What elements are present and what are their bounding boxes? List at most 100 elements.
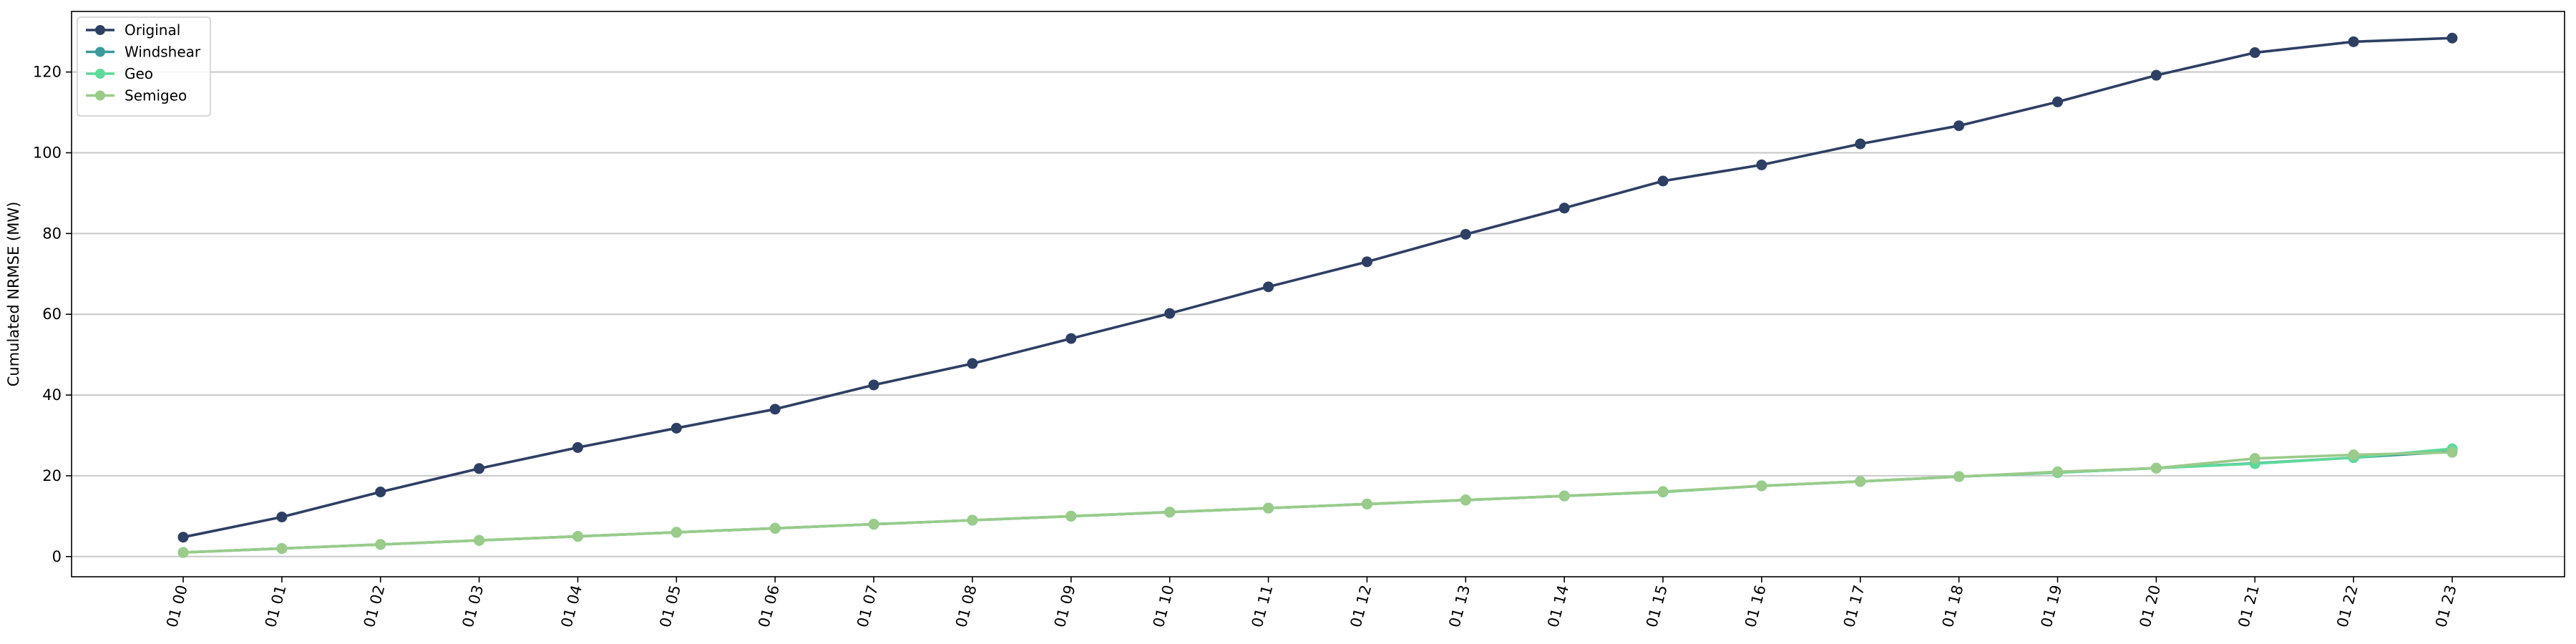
- legend-item: Geo: [86, 65, 153, 82]
- series-original: [177, 32, 2458, 543]
- data-point: [474, 463, 485, 474]
- x-tick-label: 01 20: [2136, 583, 2164, 629]
- y-axis-label: Cumulated NRMSE (MW): [5, 202, 22, 387]
- data-point: [2446, 447, 2458, 458]
- data-point: [572, 531, 583, 542]
- legend-label: Original: [125, 21, 180, 39]
- x-tick-label: 01 10: [1150, 583, 1178, 629]
- data-point: [1361, 498, 1372, 509]
- x-tick-label: 01 00: [163, 583, 191, 629]
- series-semigeo: [177, 447, 2458, 558]
- data-point: [1558, 203, 1570, 214]
- legend-marker: [95, 69, 105, 79]
- x-tick-label: 01 05: [656, 583, 684, 629]
- data-point: [1263, 281, 1274, 293]
- x-tick-label: 01 15: [1643, 583, 1671, 629]
- legend-item: Original: [86, 21, 180, 39]
- data-point: [1756, 159, 1767, 170]
- y-tick-label: 60: [42, 306, 62, 323]
- y-tick-label: 100: [33, 145, 62, 162]
- x-tick-label: 01 03: [459, 583, 487, 629]
- data-point: [1164, 507, 1176, 518]
- data-point: [177, 532, 189, 543]
- data-point: [1558, 490, 1570, 502]
- data-point: [769, 522, 781, 534]
- y-tick-label: 80: [42, 225, 62, 242]
- data-point: [1164, 308, 1176, 319]
- x-tick-label: 01 09: [1051, 583, 1079, 629]
- data-point: [1953, 471, 1965, 482]
- data-point: [2446, 32, 2458, 44]
- y-tick-label: 40: [42, 386, 62, 404]
- y-tick-label: 20: [42, 467, 62, 484]
- data-point: [1263, 502, 1274, 514]
- data-point: [572, 441, 583, 453]
- series-layer: [177, 32, 2458, 558]
- data-point: [868, 379, 879, 391]
- x-tick-label: 01 07: [854, 583, 882, 629]
- grid-lines: [72, 71, 2565, 557]
- y-tick-label: 120: [33, 64, 62, 81]
- data-point: [1361, 256, 1372, 268]
- legend-item: Semigeo: [86, 87, 187, 104]
- data-point: [2348, 36, 2359, 47]
- data-point: [670, 527, 682, 538]
- data-point: [670, 422, 682, 434]
- series-windshear: [177, 446, 2458, 558]
- data-point: [2249, 47, 2260, 59]
- data-point: [375, 539, 386, 550]
- legend-marker: [95, 47, 105, 57]
- plot-frame: [71, 11, 2565, 577]
- x-tick-label: 01 04: [558, 583, 586, 629]
- data-point: [967, 514, 978, 526]
- x-tick-label: 01 02: [361, 583, 389, 629]
- legend-label: Windshear: [125, 44, 201, 61]
- data-point: [1460, 494, 1471, 506]
- data-point: [276, 543, 288, 554]
- x-tick-label: 01 11: [1249, 583, 1277, 629]
- data-point: [1065, 333, 1077, 344]
- data-point: [2150, 69, 2162, 81]
- data-point: [2348, 449, 2359, 461]
- x-tick-label: 01 13: [1445, 583, 1473, 629]
- x-tick-label: 01 18: [1939, 583, 1967, 629]
- data-point: [474, 535, 485, 546]
- x-tick-label: 01 17: [1840, 583, 1868, 629]
- data-point: [276, 511, 288, 522]
- data-point: [1065, 510, 1077, 522]
- data-point: [1855, 476, 1866, 487]
- data-point: [1657, 486, 1669, 497]
- legend-box: [77, 16, 211, 117]
- data-point: [1756, 480, 1767, 492]
- data-point: [769, 404, 781, 415]
- data-point: [375, 487, 386, 497]
- x-tick-label: 01 14: [1544, 583, 1572, 629]
- legend-marker: [95, 90, 105, 101]
- legend-marker: [95, 25, 105, 35]
- series-line: [182, 447, 2453, 554]
- x-tick-label: 01 21: [2235, 583, 2263, 629]
- data-point: [2052, 466, 2064, 477]
- axes: 0 20 40 60 80 100 120 01 00 01 01 01 02 01 03 01 04…: [33, 11, 2565, 629]
- y-tick-label: 0: [52, 548, 62, 565]
- data-point: [1855, 138, 1866, 150]
- data-point: [1657, 175, 1669, 187]
- x-tick-label: 01 12: [1347, 583, 1375, 629]
- data-point: [1953, 120, 1965, 132]
- x-tick-label: 01 16: [1742, 583, 1770, 629]
- data-point: [2249, 453, 2260, 464]
- legend-label: Geo: [125, 65, 153, 82]
- x-tick-label: 01 22: [2333, 583, 2361, 629]
- legend: Original Windshear Geo Semigeo: [77, 16, 211, 117]
- series-line: [182, 36, 2453, 539]
- data-point: [2052, 96, 2064, 107]
- x-tick-label: 01 06: [755, 583, 783, 629]
- x-tick-label: 01 23: [2432, 583, 2460, 629]
- legend-label: Semigeo: [125, 87, 187, 104]
- data-point: [868, 519, 879, 530]
- x-tick-label: 01 01: [262, 583, 290, 629]
- data-point: [967, 358, 978, 369]
- data-point: [2150, 462, 2162, 474]
- data-point: [177, 547, 189, 558]
